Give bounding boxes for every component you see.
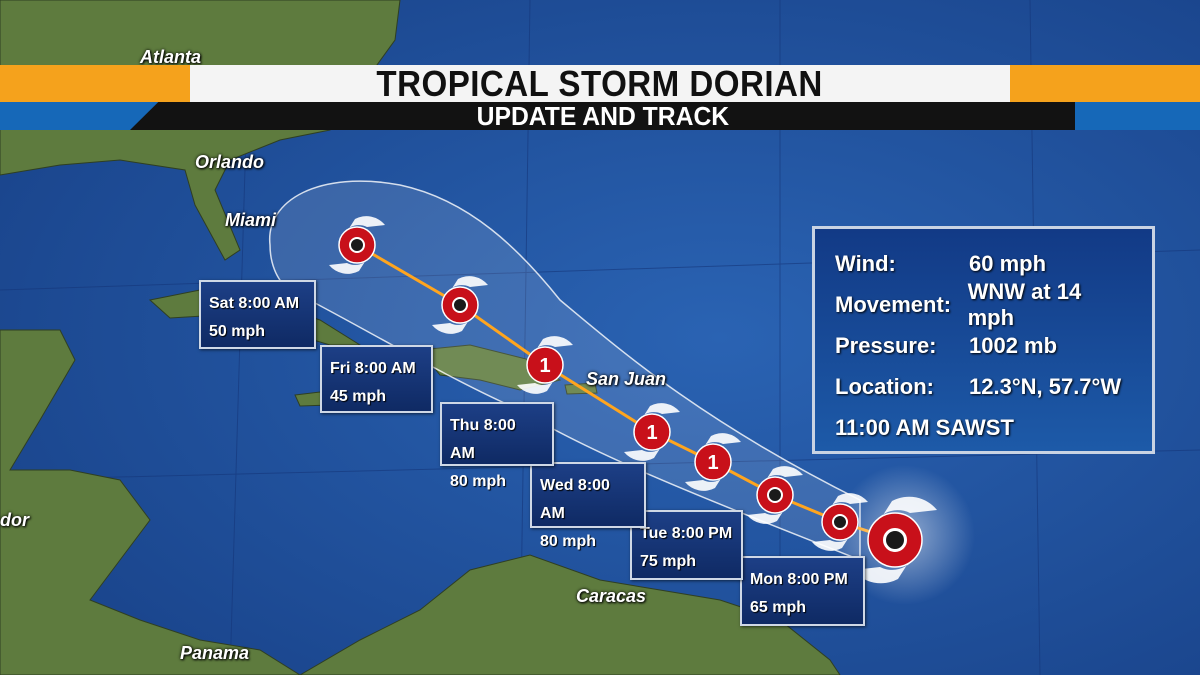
storm-category: 1 [646,422,657,444]
tropical-storm-icon [853,496,937,584]
title-bar: TROPICAL STORM DORIAN [190,62,1010,104]
city-label: Panama [180,643,250,663]
forecast-time: Wed 8:00 AM [540,477,610,522]
banner-accent-right [1010,65,1200,102]
forecast-wind: 45 mph [330,388,387,405]
subtitle-bar: UPDATE AND TRACK [130,102,1075,130]
info-row-wind: Wind: 60 mph [835,243,1132,284]
forecast-time: Thu 8:00 AM [450,417,516,462]
hurricane-icon: 1 [685,433,741,491]
forecast-label-tue: Tue 8:00 PM 75 mph [630,510,743,580]
info-value: 60 mph [969,250,1047,276]
land-central-america [0,329,301,675]
forecast-label-fri: Fri 8:00 AM 45 mph [320,345,433,413]
tropical-storm-icon [432,276,488,334]
banner-accent-left [0,65,190,102]
forecast-time: Mon 8:00 PM [750,571,848,588]
land-south-america [299,554,841,675]
tropical-storm-icon [329,216,385,274]
storm-info-panel: Wind: 60 mph Movement: WNW at 14 mph Press… [812,226,1155,454]
city-label: Caracas [576,586,647,606]
info-label: Location: [835,373,934,399]
info-row-location: Location: 12.3°N, 57.7°W [835,366,1132,407]
storm-category: 1 [707,452,718,474]
tropical-storm-icon [812,493,868,551]
page-subtitle: UPDATE AND TRACK [476,100,729,131]
forecast-label-wed: Wed 8:00 AM 80 mph [530,462,646,550]
forecast-label-thu: Thu 8:00 AM 80 mph [440,402,554,490]
info-value: WNW at 14 mph [967,278,1082,330]
info-value: 1002 mb [969,332,1058,358]
info-label: Movement: [835,291,952,317]
hurricane-icon: 1 [624,403,680,461]
info-row-movement: Movement: WNW at 14 mph [835,279,1132,330]
info-time: 11:00 AM SAWST [835,414,1014,440]
forecast-wind: 80 mph [540,533,597,550]
info-label: Wind: [835,250,896,276]
city-label: dor [0,510,29,530]
forecast-wind: 65 mph [750,599,807,616]
forecast-label-sat: Sat 8:00 AM 50 mph [199,280,316,349]
storm-category: 1 [539,355,550,377]
forecast-wind: 75 mph [640,553,697,570]
forecast-time: Tue 8:00 PM [640,525,733,542]
info-row-pressure: Pressure: 1002 mb [835,325,1132,366]
info-value: 12.3°N, 57.7°W [969,373,1122,399]
info-label: Pressure: [835,332,937,358]
city-label: San Juan [586,369,667,389]
forecast-wind: 50 mph [209,323,266,340]
forecast-label-mon: Mon 8:00 PM 65 mph [740,556,865,626]
city-label: Miami [225,210,277,230]
forecast-time: Fri 8:00 AM [330,360,416,377]
forecast-time: Sat 8:00 AM [209,295,300,312]
hurricane-icon: 1 [517,336,573,394]
city-label: Orlando [195,152,265,172]
city-label: Atlanta [140,47,202,67]
forecast-wind: 80 mph [450,473,507,490]
page-title: TROPICAL STORM DORIAN [376,62,824,104]
tropical-storm-icon [747,466,803,524]
